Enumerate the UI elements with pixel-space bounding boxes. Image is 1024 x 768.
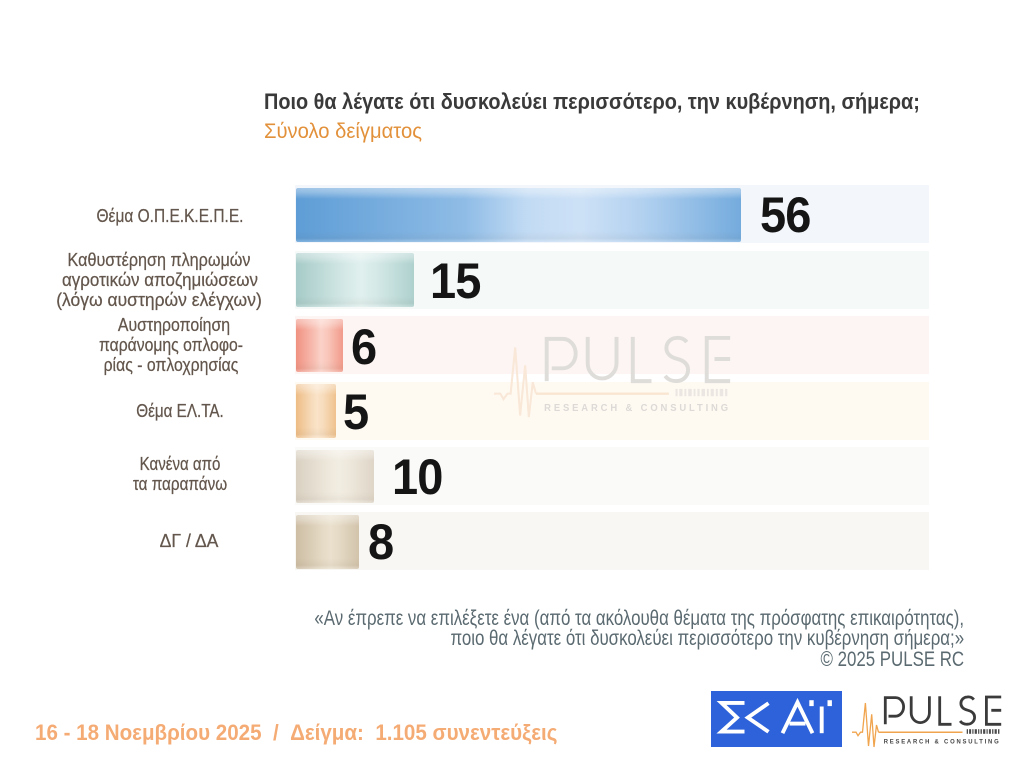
svg-text:RESEARCH & CONSULTING: RESEARCH & CONSULTING [884, 738, 1001, 745]
svg-text:RESEARCH & CONSULTING: RESEARCH & CONSULTING [544, 403, 731, 414]
